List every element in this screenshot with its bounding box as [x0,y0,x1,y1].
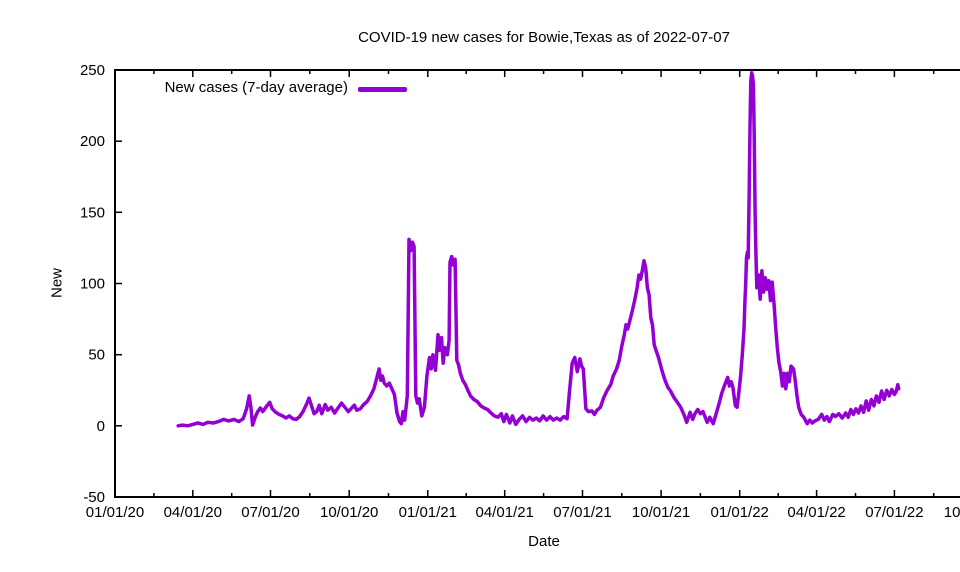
x-tick-label: 04/01/20 [164,504,222,521]
x-tick-label: 04/01/22 [787,504,845,521]
y-tick-label: 100 [80,276,105,293]
chart-title: COVID-19 new cases for Bowie,Texas as of… [358,29,730,46]
y-tick-label: 200 [80,133,105,150]
y-tick-label: 0 [97,418,105,435]
x-tick-label: 10/01/20 [320,504,378,521]
y-tick-label: 50 [88,347,105,364]
x-tick-label: 01/01/22 [711,504,769,521]
x-tick-label: 04/01/21 [476,504,534,521]
x-tick-label: 07/01/20 [241,504,299,521]
legend-line-sample [358,87,407,92]
y-tick-label: 250 [80,62,105,79]
covid-line-chart: COVID-19 new cases for Bowie,Texas as of… [40,16,960,556]
x-tick-label: 01/01/20 [86,504,144,521]
x-tick-label: 01/01/21 [399,504,457,521]
new-cases-line [176,71,901,428]
x-tick-label: 10/01/21 [632,504,690,521]
plot-area: 01/01/20 04/01/20 07/01/20 10/01/20 01/01/21… [80,62,960,521]
plot-border [114,69,960,498]
x-tick-label: 07/01/21 [553,504,611,521]
y-tick-label: -50 [83,489,105,506]
x-tick-label: 07/01/22 [865,504,923,521]
legend-label: New cases (7-day average) [164,79,348,96]
y-tick-label: 150 [80,204,105,221]
x-tick-label: 10/01/22 [944,504,960,521]
